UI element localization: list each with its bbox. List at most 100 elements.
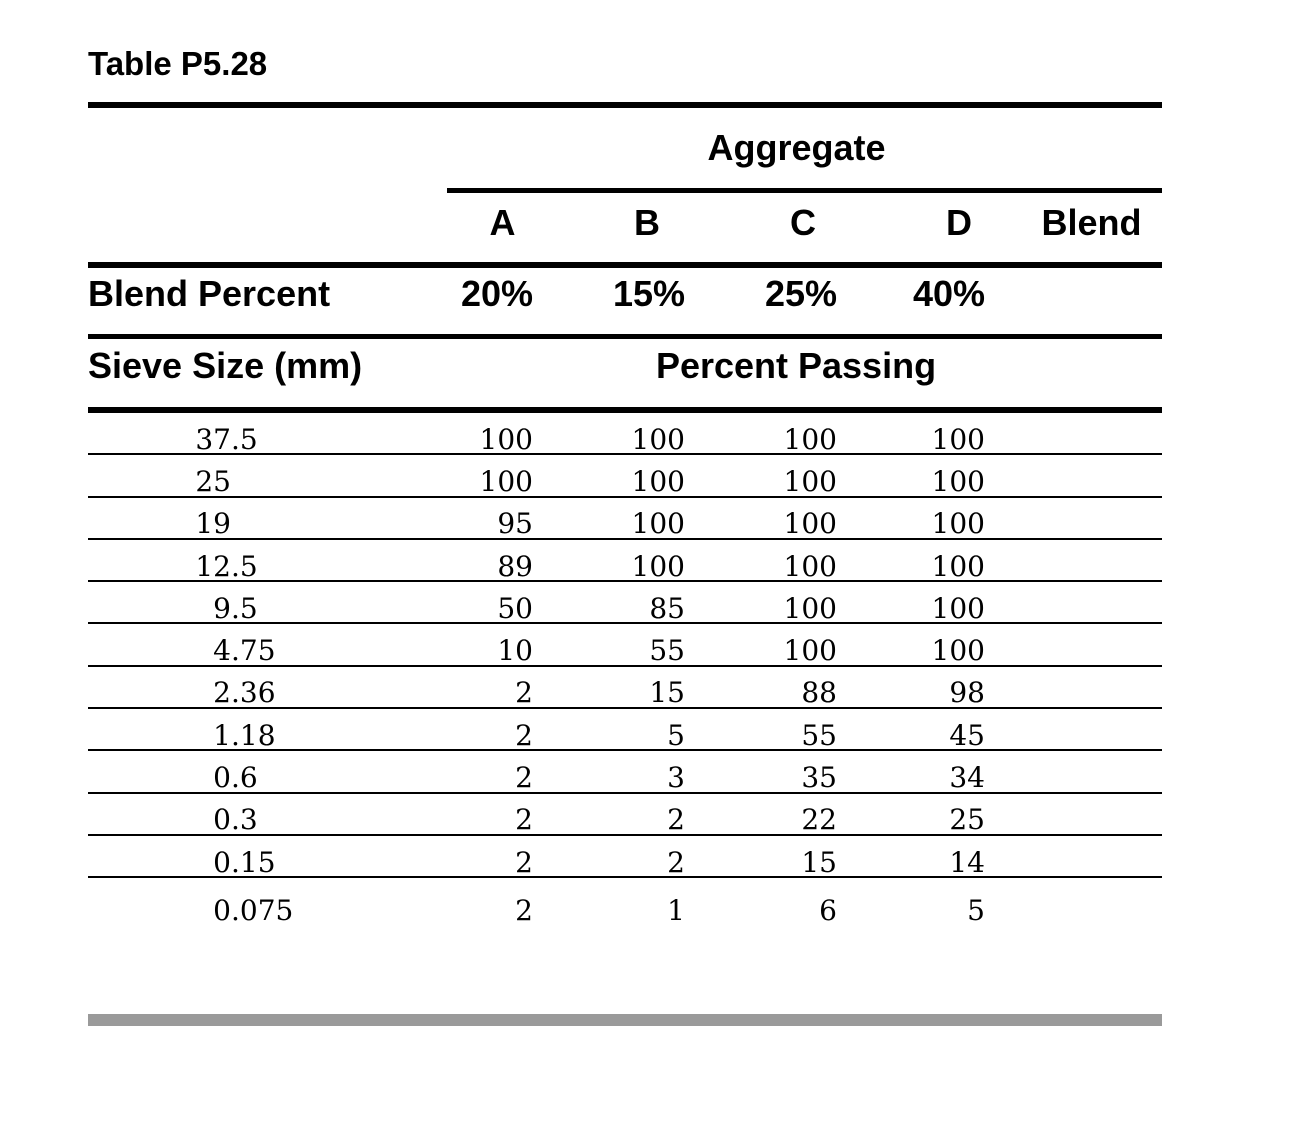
value-cell-blend: [985, 461, 1162, 501]
value-cell-d: 100: [931, 549, 985, 583]
value-cell-d: 45: [949, 718, 985, 752]
sieve-size-frac: .15: [231, 845, 276, 879]
sieve-size-frac: .5: [231, 591, 258, 625]
sieve-size-cell: 0.6: [88, 757, 438, 797]
column-header-c: C: [790, 201, 816, 243]
blend-percent-label-cell: Blend Percent: [88, 268, 438, 334]
blend-percent-label: Blend Percent: [88, 273, 331, 314]
value-cell-b: 5: [667, 718, 685, 752]
table-row: 0.3 2 2 22 25: [88, 794, 1162, 836]
empty-cell: [88, 108, 438, 193]
sieve-size-cell: 4.75: [88, 630, 438, 670]
value-cell-blend: [985, 757, 1162, 797]
value-cell-c: 100: [783, 422, 837, 456]
sieve-size-frac: .6: [231, 761, 258, 795]
value-cell-d: 34: [949, 761, 985, 795]
blend-percent-blend-cell: [985, 268, 1162, 334]
data-rows: 37.5 100 100 100 100 25 100 100 100 100 …: [88, 413, 1162, 930]
value-cell-a: 10: [497, 634, 533, 668]
value-cell-a: 2: [515, 676, 533, 710]
sieve-size-label-cell: Sieve Size (mm): [88, 339, 438, 407]
section-rule: [88, 334, 1162, 339]
column-header-d: D: [946, 201, 972, 243]
sieve-size-frac: .18: [231, 718, 276, 752]
column-header-row: A B C D Blend: [88, 193, 1162, 262]
sieve-size-int: 0: [213, 893, 231, 927]
blend-percent-a-cell: 20%: [438, 268, 533, 334]
sieve-size-cell: 12.5: [88, 546, 438, 586]
table-row: 0.075 2 1 6 5: [88, 878, 1162, 930]
value-cell-blend: [985, 884, 1162, 936]
sieve-size-int: 12: [195, 549, 231, 583]
sieve-size-int: 1: [213, 718, 231, 752]
blend-percent-row: Blend Percent 20% 15% 25% 40%: [88, 268, 1162, 334]
table-row: 25 100 100 100 100: [88, 455, 1162, 498]
empty-cell: [88, 193, 438, 262]
table-row: 12.5 89 100 100 100: [88, 540, 1162, 583]
value-cell-d: 100: [931, 507, 985, 541]
table-row: 19 95 100 100 100: [88, 498, 1162, 540]
value-cell-b: 1: [667, 893, 685, 927]
page-title: Table P5.28: [88, 45, 268, 82]
value-cell-b: 15: [649, 676, 685, 710]
value-cell-blend: [985, 588, 1162, 628]
value-cell-b: 2: [667, 803, 685, 837]
blend-percent-d: 40%: [912, 273, 985, 314]
sieve-size-label: Sieve Size (mm): [88, 345, 363, 386]
sieve-size-cell: 19: [88, 504, 438, 544]
sieve-size-cell: 0.075: [88, 884, 438, 936]
blend-percent-b-cell: 15%: [533, 268, 685, 334]
value-cell-a: 2: [515, 761, 533, 795]
table-row: 2.36 2 15 88 98: [88, 667, 1162, 709]
sieve-size-frac: .5: [231, 422, 258, 456]
sieve-size-cell: 37.5: [88, 419, 438, 459]
section-header-row: Sieve Size (mm) Percent Passing: [88, 339, 1162, 407]
value-cell-d: 100: [931, 634, 985, 668]
value-cell-d: 98: [949, 676, 985, 710]
value-cell-b: 100: [631, 549, 685, 583]
value-cell-c: 100: [783, 507, 837, 541]
sieve-size-int: 9: [213, 591, 231, 625]
sieve-size-int: 25: [195, 464, 231, 498]
value-cell-c: 100: [783, 591, 837, 625]
aggregate-header-cell: Aggregate: [447, 108, 1162, 193]
sieve-size-frac: .3: [231, 803, 258, 837]
value-cell-b: 85: [649, 591, 685, 625]
top-rule: [88, 102, 1162, 108]
value-cell-c: 15: [801, 845, 837, 879]
value-cell-d: 100: [931, 464, 985, 498]
value-cell-a: 2: [515, 803, 533, 837]
sieve-size-cell: 0.15: [88, 842, 438, 882]
aggregate-header-label: Aggregate: [707, 127, 886, 168]
column-header-a: A: [489, 201, 516, 243]
value-cell-a: 95: [497, 507, 533, 541]
blend-percent-d-cell: 40%: [837, 268, 985, 334]
value-cell-b: 3: [667, 761, 685, 795]
value-cell-blend: [985, 715, 1162, 755]
value-cell-c: 100: [783, 549, 837, 583]
blend-percent-c: 25%: [764, 273, 837, 314]
value-cell-b: 55: [649, 634, 685, 668]
sieve-size-int: 0: [213, 845, 231, 879]
sieve-size-cell: 25: [88, 461, 438, 501]
value-cell-d: 25: [949, 803, 985, 837]
percent-passing-label: Percent Passing: [655, 345, 937, 386]
table-row: 9.5 50 85 100 100: [88, 582, 1162, 625]
value-cell-b: 2: [667, 845, 685, 879]
value-cell-c: 6: [819, 893, 837, 927]
column-header-b-cell: B: [533, 193, 685, 262]
column-header-blend: Blend: [1041, 201, 1142, 243]
blend-percent-c-cell: 25%: [685, 268, 837, 334]
value-cell-c: 100: [783, 634, 837, 668]
sieve-size-cell: 2.36: [88, 673, 438, 713]
value-cell-a: 2: [515, 718, 533, 752]
value-cell-blend: [985, 842, 1162, 882]
sieve-size-int: 0: [213, 803, 231, 837]
blend-percent-b: 15%: [612, 273, 685, 314]
value-cell-d: 5: [967, 893, 985, 927]
table-row: 37.5 100 100 100 100: [88, 413, 1162, 456]
sieve-size-frac: .5: [231, 549, 258, 583]
sieve-size-cell: 9.5: [88, 588, 438, 628]
sieve-size-int: 4: [213, 634, 231, 668]
table-row: 0.15 2 2 15 14: [88, 836, 1162, 879]
